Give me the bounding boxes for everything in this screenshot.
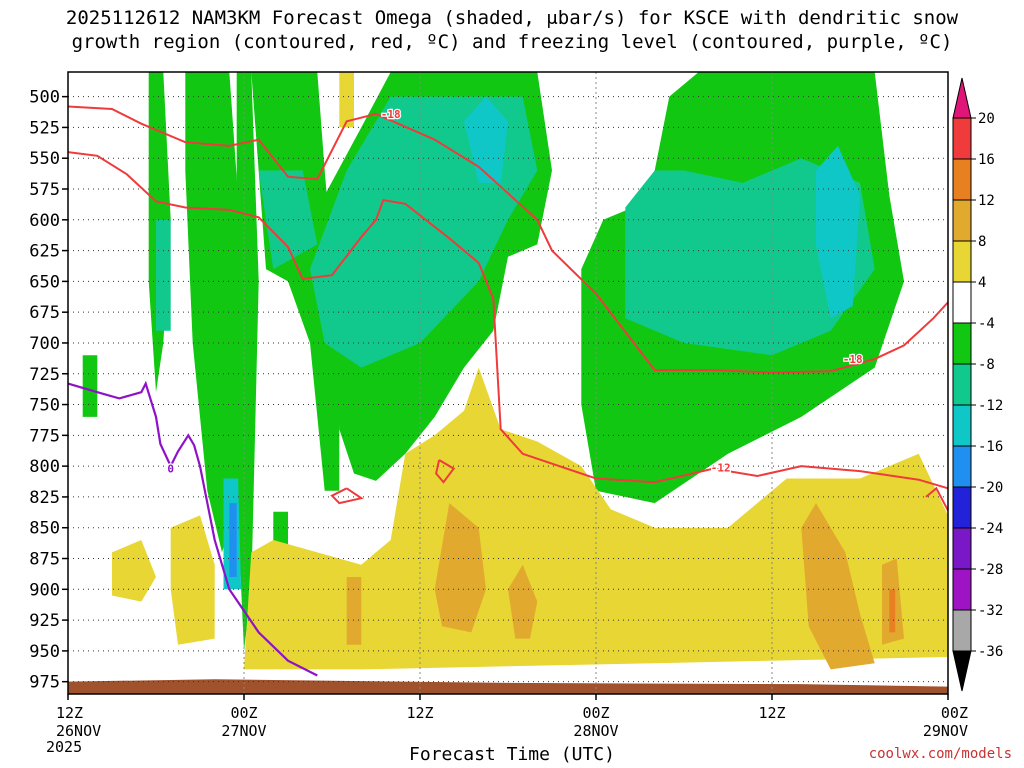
colorbar-label-8: -16 <box>978 439 1003 455</box>
colorbar-swatch-8_12 <box>952 199 972 242</box>
y-tick-label-525: 525 <box>29 118 60 138</box>
colorbar-label-0: 20 <box>978 111 995 127</box>
contour-label-0: -18 <box>381 108 401 121</box>
y-tick-label-975: 975 <box>29 673 60 693</box>
omega-region-4_8 <box>170 515 215 645</box>
omega-region-12_16 <box>889 589 896 633</box>
omega-region-4_8 <box>112 540 156 602</box>
axes-layer: 500 525 550 575 600 625 650 675 700 725 750 775 800 8… <box>29 88 968 740</box>
contour-label-2: -12 <box>711 461 731 474</box>
y-tick-label-800: 800 <box>29 457 60 477</box>
y-tick-label-875: 875 <box>29 550 60 570</box>
omega-region--8_-4 <box>273 511 288 547</box>
x-axis-title: Forecast Time (UTC) <box>409 744 615 765</box>
dgz-contour-3 <box>435 459 456 484</box>
omega-region--16_-12 <box>816 145 860 319</box>
omega-region-8_12 <box>801 503 875 670</box>
colorbar-label-10: -24 <box>978 521 1003 537</box>
colorbar-swatch--28_-24 <box>952 527 972 570</box>
contour-label-3: 0 <box>167 463 174 476</box>
dgz-contour-4 <box>925 486 949 511</box>
colorbar-label-1: 16 <box>978 152 995 168</box>
chart-title-line2: growth region (contoured, red, ºC) and f… <box>71 31 953 53</box>
omega-region-8_12 <box>346 577 362 645</box>
colorbar-top-arrow <box>952 77 972 119</box>
colorbar-label-6: -8 <box>978 357 995 373</box>
colorbar-swatch--24_-20 <box>952 486 972 529</box>
y-tick-label-725: 725 <box>29 365 60 385</box>
credit-text: coolwx.com/models <box>868 746 1012 762</box>
colorbar-label-4: 4 <box>978 275 986 291</box>
x-tick-date-3: 28NOV <box>573 722 618 740</box>
y-tick-label-750: 750 <box>29 396 60 416</box>
colorbar-swatch-4_8 <box>952 240 972 283</box>
x-tick-date-1: 27NOV <box>221 722 266 740</box>
contour-label-1: -18 <box>843 353 863 366</box>
colorbar-label-3: 8 <box>978 234 986 250</box>
colorbar-label-11: -28 <box>978 562 1003 578</box>
x-tick-label-3: 00Z <box>582 704 609 722</box>
omega-shading-layer <box>68 72 948 694</box>
colorbar-swatch--12_-8 <box>952 363 972 406</box>
colorbar-label-2: 12 <box>978 193 995 209</box>
omega-region--12_-8 <box>156 219 171 331</box>
dgz-contour-1 <box>67 151 949 490</box>
x-tick-label-5: 00Z <box>941 704 968 722</box>
plot-border <box>67 71 949 695</box>
x-tick-date-0: 26NOV <box>56 722 101 740</box>
freezing-level-contour <box>67 380 318 677</box>
x-tick-label-2: 12Z <box>406 704 433 722</box>
y-tick-label-675: 675 <box>29 303 60 323</box>
y-tick-label-700: 700 <box>29 334 60 354</box>
y-tick-label-850: 850 <box>29 519 60 539</box>
omega-region-4_8 <box>339 72 354 128</box>
omega-region--8_-4 <box>82 355 98 417</box>
colorbar: 20 16 12 8 4 -4 -8 -12 -16 -20 -24 -28 -32 -36 <box>952 77 1003 692</box>
terrain-ground <box>68 679 948 694</box>
chart-title-line1: 2025112612 NAM3KM Forecast Omega (shaded… <box>65 7 959 29</box>
y-tick-label-550: 550 <box>29 149 60 169</box>
x-start-year: 2025 <box>46 738 83 756</box>
y-tick-label-775: 775 <box>29 426 60 446</box>
contour-layer: -18 -18 -12 0 <box>67 105 949 677</box>
y-tick-label-950: 950 <box>29 642 60 662</box>
x-tick-label-1: 00Z <box>230 704 257 722</box>
omega-region-8_12 <box>434 503 486 633</box>
x-tick-label-4: 12Z <box>758 704 785 722</box>
omega-region--8_-4 <box>185 72 244 553</box>
colorbar-label-5: -4 <box>978 316 995 332</box>
y-tick-label-925: 925 <box>29 611 60 631</box>
grid-layer <box>68 72 948 694</box>
colorbar-swatch--36_-32 <box>952 609 972 652</box>
omega-region-8_12 <box>508 564 538 639</box>
colorbar-swatch--32_-28 <box>952 568 972 611</box>
colorbar-swatch--4_4 <box>952 281 972 324</box>
omega-region--12_-8 <box>625 158 875 356</box>
y-tick-label-600: 600 <box>29 211 60 231</box>
colorbar-bottom-arrow <box>952 650 972 692</box>
plot-frame <box>67 71 949 695</box>
y-tick-label-825: 825 <box>29 488 60 508</box>
colorbar-swatch--16_-12 <box>952 404 972 447</box>
x-tick-date-5: 29NOV <box>923 722 968 740</box>
y-tick-label-575: 575 <box>29 180 60 200</box>
y-tick-label-625: 625 <box>29 242 60 262</box>
dgz-contour-2 <box>330 487 364 505</box>
colorbar-swatch-12_16 <box>952 158 972 201</box>
colorbar-label-12: -32 <box>978 603 1003 619</box>
colorbar-swatch--8_-4 <box>952 322 972 365</box>
colorbar-label-7: -12 <box>978 398 1003 414</box>
colorbar-label-13: -36 <box>978 644 1003 660</box>
colorbar-swatch--20_-16 <box>952 445 972 488</box>
y-tick-label-500: 500 <box>29 88 60 108</box>
dgz-contour-0 <box>67 105 949 374</box>
y-tick-label-900: 900 <box>29 580 60 600</box>
x-tick-label-0: 12Z <box>56 704 83 722</box>
y-tick-label-650: 650 <box>29 272 60 292</box>
omega-region--20_-16 <box>229 503 237 577</box>
colorbar-swatch-16_20 <box>952 117 972 160</box>
colorbar-label-9: -20 <box>978 480 1003 496</box>
omega-region--16_-12 <box>464 96 508 183</box>
